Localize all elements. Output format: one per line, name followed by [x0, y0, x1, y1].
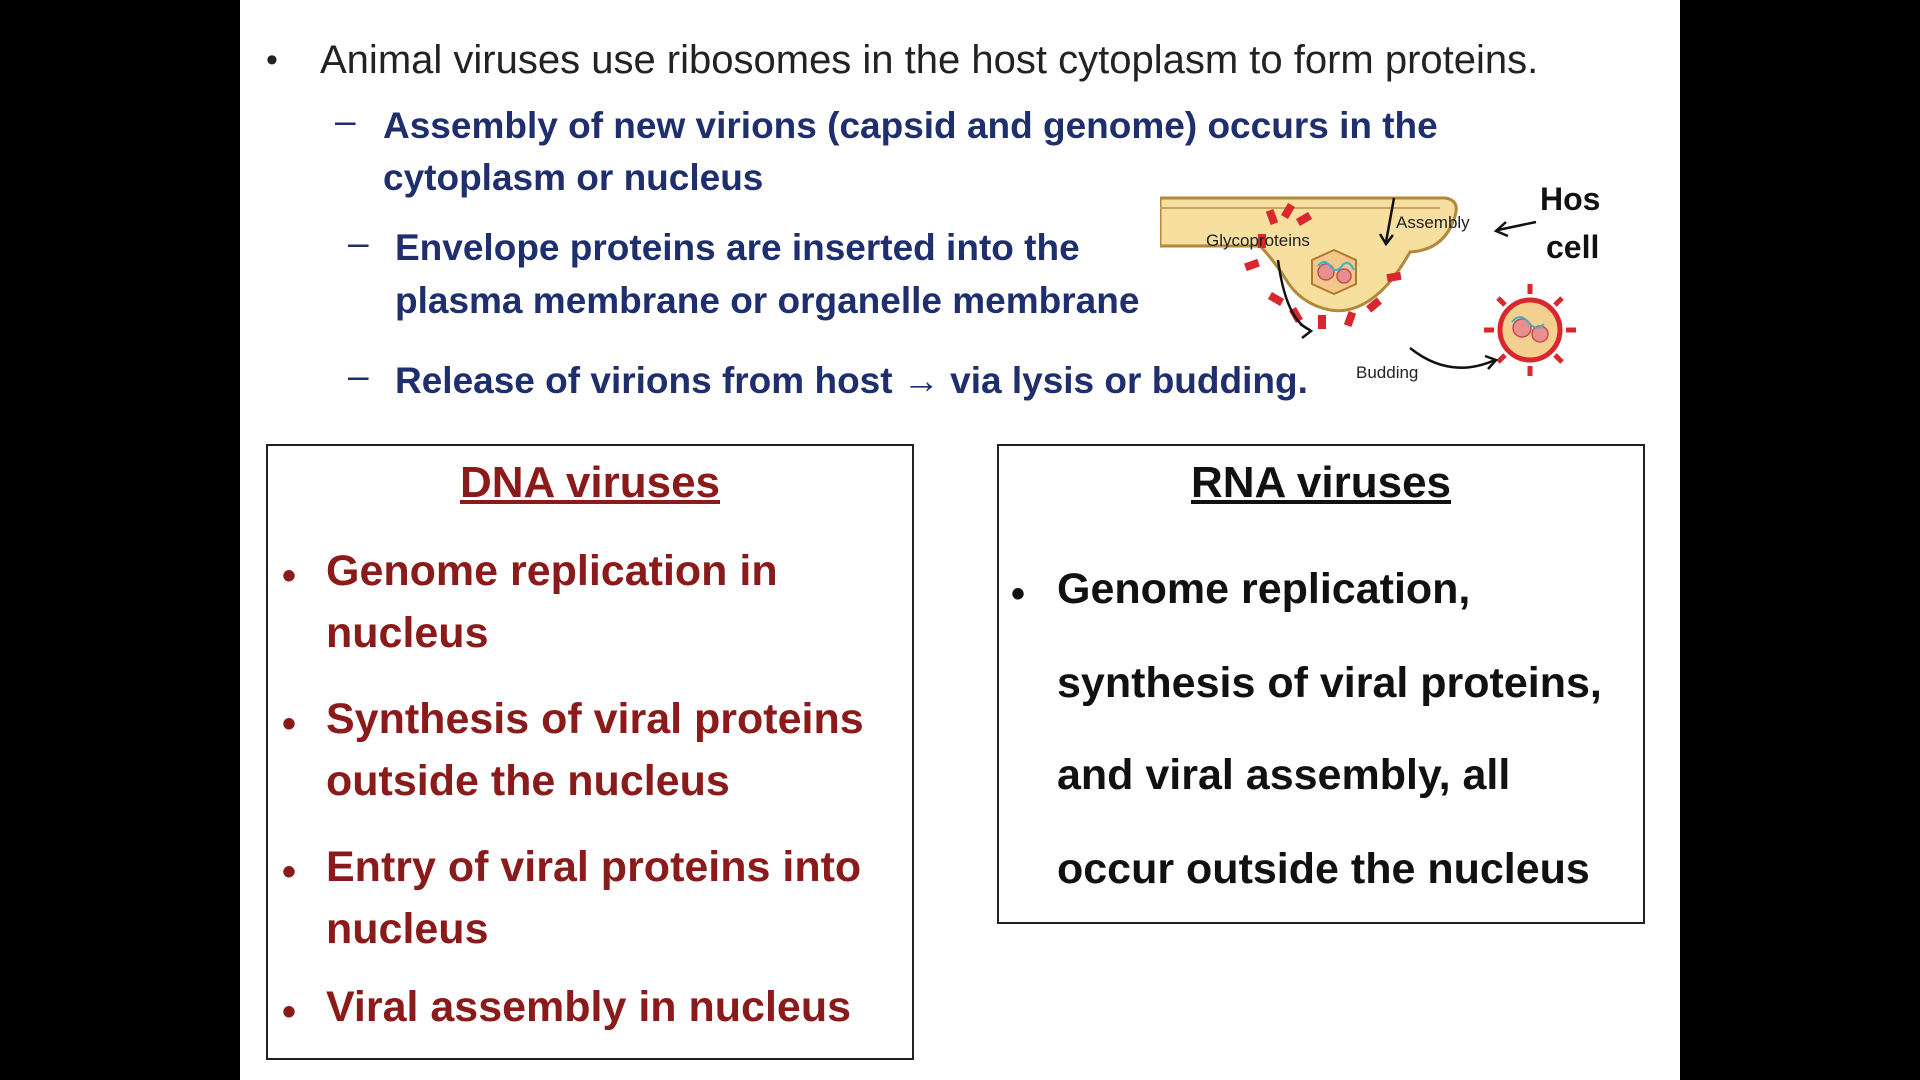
- rna-viruses-title: RNA viruses: [1190, 458, 1452, 507]
- rna-line-2: synthesis of viral proteins,: [1057, 659, 1602, 707]
- slide: • Animal viruses use ribosomes in the ho…: [240, 0, 1680, 1080]
- bullet-dot: •: [266, 41, 278, 79]
- budding-arrow: [1409, 347, 1496, 369]
- host-cell-label-line-1: Host: [1540, 181, 1600, 217]
- dash-1: –: [335, 100, 356, 141]
- rna-line-3: and viral assembly, all: [1057, 751, 1511, 799]
- assembly-label: Assembly: [1396, 213, 1470, 232]
- host-cell-label-line-2: cell: [1546, 229, 1599, 265]
- dna-bullet-4: •: [282, 990, 297, 1034]
- main-bullet-text: Animal viruses use ribosomes in the host…: [320, 38, 1539, 82]
- dna-bullet-1: •: [282, 554, 297, 598]
- dna-item-1-line-1: Genome replication in: [326, 547, 778, 595]
- assembly-arrow: [1384, 197, 1396, 243]
- rna-line-1: Genome replication,: [1057, 565, 1471, 613]
- rna-viruses-box: RNA viruses • Genome replication, synthe…: [997, 444, 1645, 924]
- rna-line-4: occur outside the nucleus: [1057, 845, 1590, 893]
- dash-2: –: [348, 222, 369, 263]
- dna-item-2-line-2: outside the nucleus: [326, 757, 730, 805]
- budding-label: Budding: [1356, 363, 1418, 382]
- dna-item-2-line-1: Synthesis of viral proteins: [326, 695, 864, 743]
- sub-bullet-1-line-2: cytoplasm or nucleus: [383, 157, 764, 198]
- host-cell-membrane: [1160, 196, 1458, 313]
- sub-bullet-2-line-2: plasma membrane or organelle membrane: [395, 280, 1140, 321]
- sub-bullet-3: Release of virions from host → via lysis…: [395, 360, 1308, 401]
- dna-viruses-box: DNA viruses • Genome replication in nucl…: [266, 444, 914, 1060]
- sub-bullet-2-line-1: Envelope proteins are inserted into the: [395, 227, 1080, 268]
- dna-item-3-line-1: Entry of viral proteins into: [326, 843, 862, 891]
- dna-item-3-line-2: nucleus: [326, 905, 489, 953]
- membrane-glycoprotein-spikes: [1244, 202, 1402, 329]
- diagram-arrows: [1276, 197, 1537, 370]
- dna-viruses-title: DNA viruses: [459, 458, 721, 507]
- sub-bullet-1-line-1: Assembly of new virions (capsid and geno…: [383, 105, 1438, 146]
- released-virion: [1484, 284, 1576, 376]
- host-cell-arrow: [1497, 220, 1537, 232]
- glycoproteins-label: Glycoproteins: [1206, 231, 1310, 250]
- dna-item-4-line-1: Viral assembly in nucleus: [326, 983, 852, 1031]
- dna-bullet-3: •: [282, 850, 297, 894]
- dna-bullet-2: •: [282, 702, 297, 746]
- budding-virion: [1311, 248, 1357, 296]
- rna-bullet: •: [1011, 572, 1026, 616]
- dna-item-1-line-2: nucleus: [326, 609, 489, 657]
- dash-3: –: [348, 355, 369, 396]
- budding-diagram: Glycoproteins Assembly Budding Host cell: [1160, 181, 1600, 382]
